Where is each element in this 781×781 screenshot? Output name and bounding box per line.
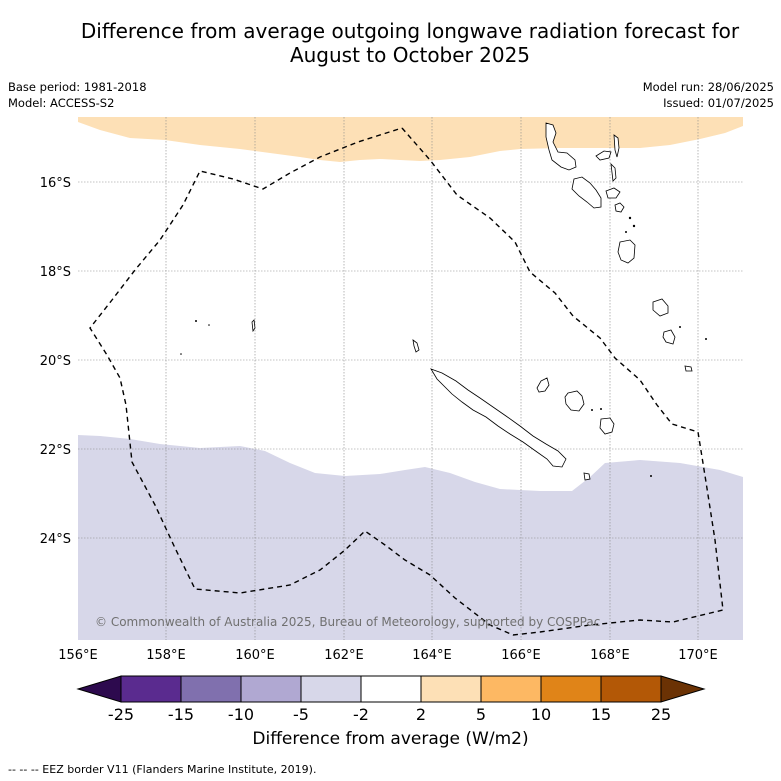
colorbar-segment [360,675,422,703]
latitude-labels: 16°S 18°S 20°S 22°S 24°S [40,176,71,547]
colorbar-high-extension [660,675,706,703]
erromango-island [652,298,669,317]
copyright-text: © Commonwealth of Australia 2025, Bureau… [95,615,600,629]
small-islets [180,216,707,477]
chesterfield-islet [251,319,256,333]
islands [251,122,693,481]
lon-label: 162°E [324,648,364,663]
colorbar-tick-label: -2 [353,705,369,724]
efate-island [617,239,636,264]
espiritu-santo-island [545,122,577,171]
lat-label: 16°S [40,176,71,191]
colorbar-segment [420,675,482,703]
colorbar-low-extension [76,675,122,703]
lat-label: 22°S [40,443,71,458]
eez-border [89,127,724,636]
colorbar-tick-label: 5 [476,705,486,724]
model-run-text: Model run: 28/06/2025 [642,80,774,94]
new-caledonia-island [430,368,567,468]
lat-label: 18°S [40,265,71,280]
ambae-island [595,150,612,161]
lon-label: 166°E [501,648,541,663]
colorbar-tick-label: -10 [228,705,254,724]
tanna-island [662,329,676,345]
ambrym-island [605,187,621,199]
pentecost-island [610,162,617,182]
colorbar-segment [480,675,542,703]
meta-left: Base period: 1981-2018 Model: ACCESS-S2 [8,79,147,111]
title-line-1: Difference from average outgoing longwav… [80,19,740,43]
lat-label: 24°S [40,532,71,547]
positive-anomaly-band [78,117,743,162]
chart-title: Difference from average outgoing longwav… [0,19,781,67]
footer-eez-note: -- -- -- EEZ border V11 (Flanders Marine… [8,763,317,776]
lon-label: 160°E [235,648,275,663]
maewo-island [613,134,620,158]
lon-label: 158°E [146,648,186,663]
grid-lines [78,117,743,640]
belep-island [412,339,420,353]
colorbar-tick-label: 2 [416,705,426,724]
colorbar-tick-label: -5 [293,705,309,724]
colorbar-segment [240,675,302,703]
colorbar-tick-label: 25 [651,705,671,724]
aneityum-island [684,365,693,372]
lon-label: 168°E [590,648,630,663]
colorbar-tick-label: -25 [108,705,134,724]
meta-right: Model run: 28/06/2025 Issued: 01/07/2025 [643,79,774,111]
model-text: Model: ACCESS-S2 [8,96,115,110]
malekula-island [571,176,602,209]
colorbar-segment [180,675,242,703]
colorbar-segment [600,675,662,703]
colorbar-tick-label: 10 [531,705,551,724]
map-area: © Commonwealth of Australia 2025, Bureau… [78,117,743,640]
colorbar-segment [300,675,362,703]
epi-island [614,202,625,213]
ouvea-island [536,377,550,393]
issued-text: Issued: 01/07/2025 [663,96,774,110]
colorbar-segments [120,675,662,703]
base-period-text: Base period: 1981-2018 [8,80,147,94]
lon-label: 156°E [58,648,98,663]
colorbar-tick-label: 15 [591,705,611,724]
colorbar-label: Difference from average (W/m2) [252,729,529,749]
colorbar-tick-labels: -25 -15 -10 -5 -2 2 5 10 15 25 [108,705,671,724]
title-line-2: August to October 2025 [289,43,531,67]
colorbar-segment [540,675,602,703]
lifou-island [564,390,585,412]
colorbar-tick-label: -15 [168,705,194,724]
lon-label: 170°E [678,648,718,663]
negative-anomaly-band [78,435,743,640]
lat-label: 20°S [40,354,71,369]
longitude-labels: 156°E 158°E 160°E 162°E 164°E 166°E 168°… [58,648,718,663]
mare-island [599,417,615,435]
isle-of-pines [583,472,591,481]
colorbar-segment [120,675,182,703]
lon-label: 164°E [412,648,452,663]
